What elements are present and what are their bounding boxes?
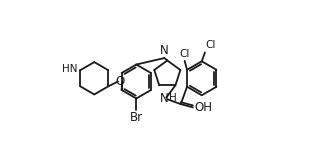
Text: H: H xyxy=(169,93,176,104)
Text: N: N xyxy=(160,92,169,105)
Text: O: O xyxy=(115,75,125,88)
Text: Cl: Cl xyxy=(179,49,189,59)
Text: Cl: Cl xyxy=(205,40,216,50)
Text: HN: HN xyxy=(62,64,77,74)
Text: N: N xyxy=(160,44,169,57)
Text: Br: Br xyxy=(130,111,143,124)
Text: OH: OH xyxy=(195,101,213,114)
